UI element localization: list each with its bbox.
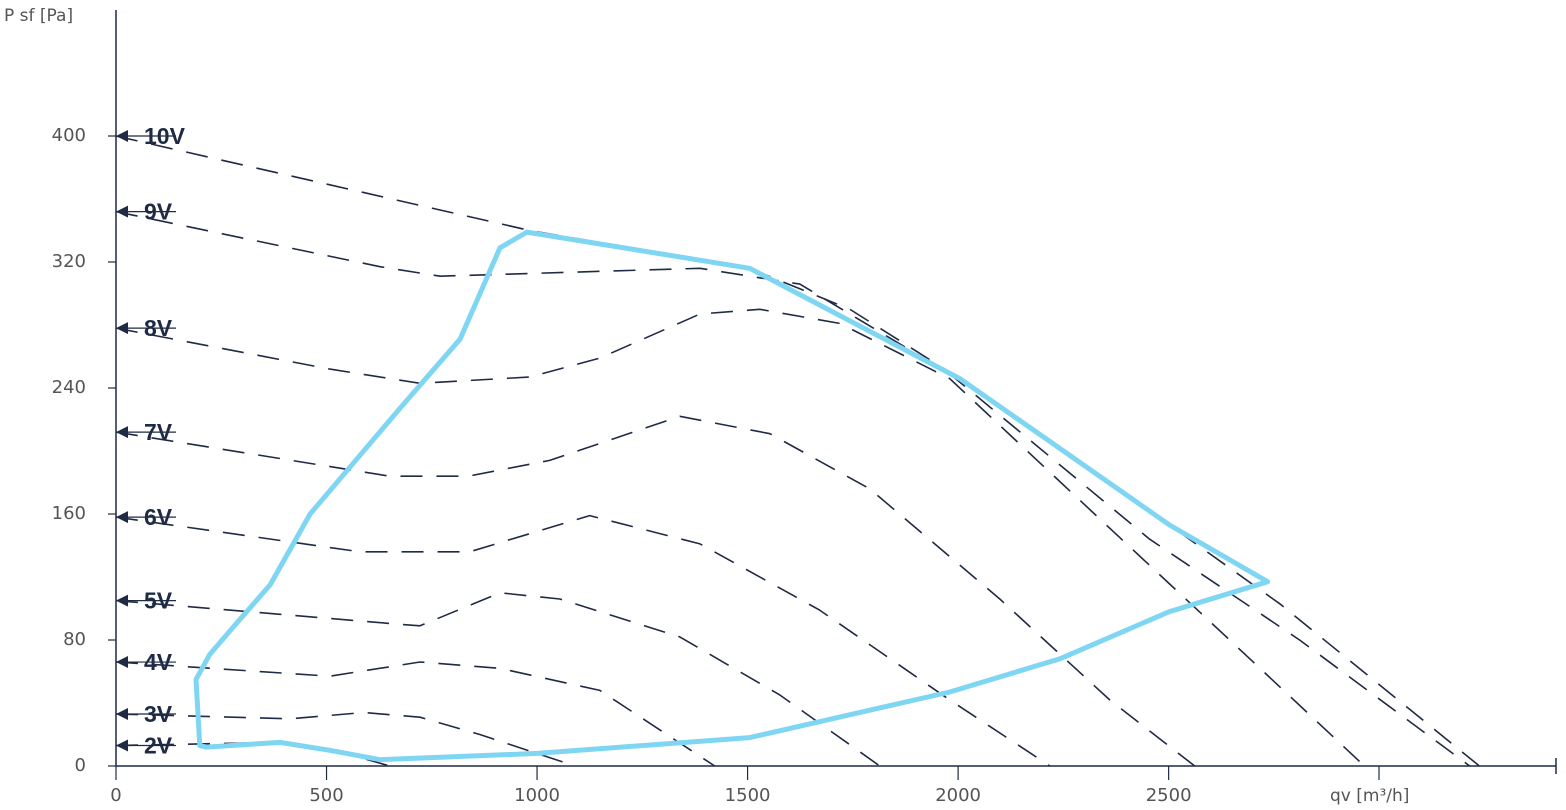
operating-envelope <box>193 229 1271 763</box>
x-tick-label: 1500 <box>725 785 771 806</box>
series-label: 5V <box>144 588 173 614</box>
label-arrow <box>116 739 128 752</box>
speed-curve <box>115 711 576 767</box>
y-tick-label: 320 <box>52 251 86 272</box>
series-label: 7V <box>144 419 173 445</box>
speed-curve <box>115 661 716 767</box>
x-tick-label: 1000 <box>514 785 560 806</box>
speed-curve <box>115 210 1471 767</box>
x-tick-label: 0 <box>110 785 121 806</box>
series-label: 2V <box>144 733 173 759</box>
series-label: 8V <box>144 315 173 341</box>
label-arrow <box>116 656 128 669</box>
series-label: 10V <box>144 123 186 149</box>
label-arrow <box>116 426 128 439</box>
label-arrow <box>116 594 128 607</box>
y-tick-label: 0 <box>75 755 86 776</box>
label-arrow <box>116 511 128 524</box>
label-arrow <box>116 708 128 721</box>
y-tick-label: 160 <box>52 503 86 524</box>
x-tick-label: 500 <box>309 785 343 806</box>
label-arrow <box>116 130 128 142</box>
speed-curve <box>115 135 1480 767</box>
speed-curve <box>115 415 1196 767</box>
series-label: 3V <box>144 701 173 727</box>
label-arrow <box>116 205 128 218</box>
speed-curve <box>115 514 1051 767</box>
x-axis-title: qv [m³/h] <box>1330 786 1409 806</box>
y-tick-label: 240 <box>52 377 86 398</box>
x-tick-label: 2000 <box>935 785 981 806</box>
speed-curve <box>115 308 1365 767</box>
series-label: 6V <box>144 504 173 530</box>
y-axis-title: P sf [Pa] <box>4 6 73 26</box>
series-label: 9V <box>144 199 173 225</box>
series-label: 4V <box>144 649 173 675</box>
label-arrow <box>116 322 128 335</box>
y-tick-label: 80 <box>63 629 86 650</box>
x-tick-label: 2500 <box>1146 785 1192 806</box>
y-tick-label: 400 <box>52 125 86 146</box>
speed-curve <box>115 592 881 767</box>
